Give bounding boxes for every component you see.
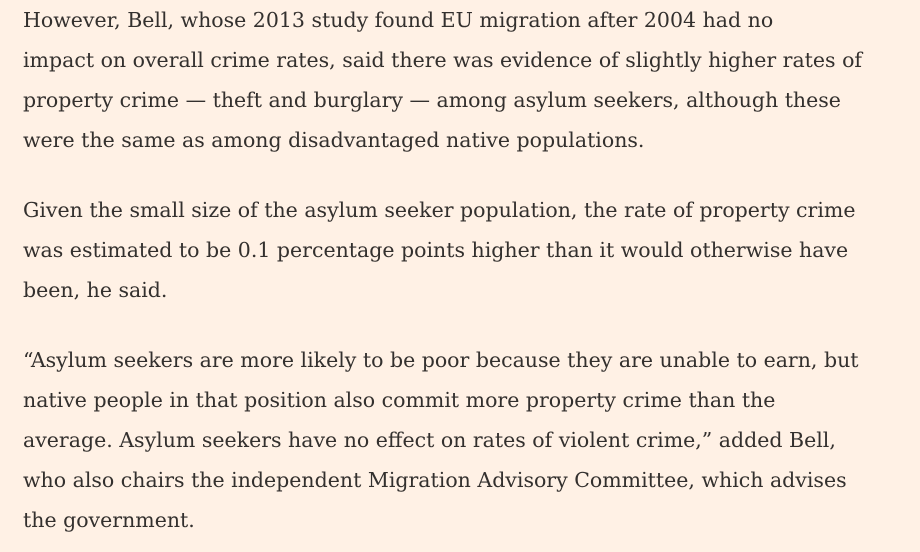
paragraph-line: Given the small size of the asylum seeke…	[23, 198, 856, 222]
article-paragraph-3: “Asylum seekers are more likely to be po…	[23, 340, 915, 540]
paragraph-line: were the same as among disadvantaged nat…	[23, 128, 645, 152]
paragraph-line: property crime — theft and burglary — am…	[23, 88, 841, 112]
paragraph-line: been, he said.	[23, 278, 168, 302]
paragraph-line: who also chairs the independent Migratio…	[23, 468, 847, 492]
article-body: However, Bell, whose 2013 study found EU…	[23, 0, 915, 540]
paragraph-line: the government.	[23, 508, 195, 532]
paragraph-line: native people in that position also comm…	[23, 388, 776, 412]
article-paragraph-1: However, Bell, whose 2013 study found EU…	[23, 0, 915, 160]
paragraph-line: impact on overall crime rates, said ther…	[23, 48, 863, 72]
paragraph-line: “Asylum seekers are more likely to be po…	[23, 348, 859, 372]
paragraph-line: However, Bell, whose 2013 study found EU…	[23, 8, 774, 32]
article-paragraph-2: Given the small size of the asylum seeke…	[23, 190, 915, 310]
paragraph-line: average. Asylum seekers have no effect o…	[23, 428, 836, 452]
paragraph-line: was estimated to be 0.1 percentage point…	[23, 238, 849, 262]
